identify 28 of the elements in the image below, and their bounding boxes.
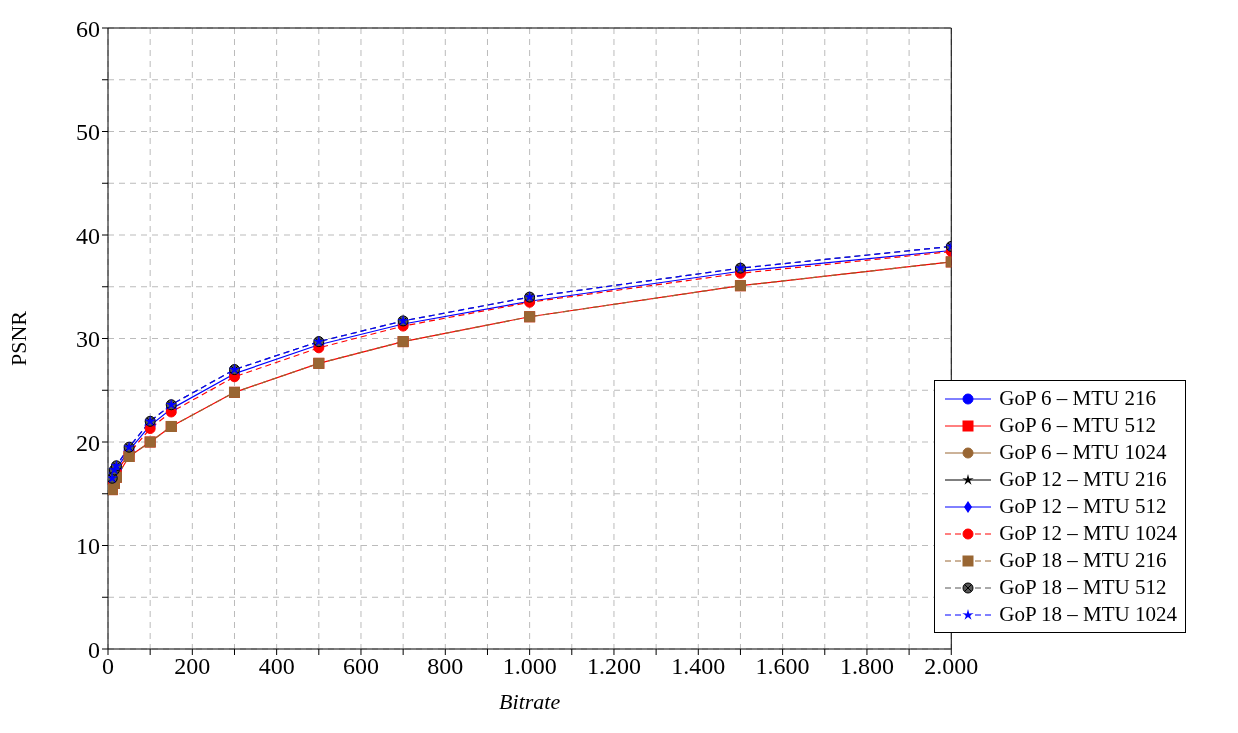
x-tick-label: 200 (174, 653, 211, 680)
y-tick-label: 40 (76, 222, 100, 249)
x-tick-label: 400 (258, 653, 295, 680)
y-tick-label: 30 (76, 326, 100, 353)
x-tick-label: 600 (342, 653, 379, 680)
x-axis-title: Bitrate (499, 689, 561, 714)
x-tick-label: 1.400 (671, 653, 726, 680)
legend-label: GoP 6 – MTU 512 (999, 413, 1156, 438)
legend-label: GoP 18 – MTU 512 (999, 575, 1167, 600)
legend-label: GoP 18 – MTU 1024 (999, 602, 1177, 627)
legend-label: GoP 18 – MTU 216 (999, 548, 1167, 573)
y-tick-label: 0 (88, 636, 100, 663)
legend-label: GoP 12 – MTU 512 (999, 494, 1167, 519)
x-tick-label: 1.800 (839, 653, 894, 680)
legend-label: GoP 12 – MTU 216 (999, 467, 1167, 492)
x-tick-label: 1.200 (586, 653, 641, 680)
x-tick-label: 1.600 (755, 653, 810, 680)
legend-label: GoP 6 – MTU 216 (999, 386, 1156, 411)
x-tick-label: 800 (427, 653, 464, 680)
legend-label: GoP 12 – MTU 1024 (999, 521, 1177, 546)
x-tick-label: 1.000 (502, 653, 557, 680)
y-tick-label: 60 (76, 15, 100, 42)
x-tick-label: 2.000 (924, 653, 979, 680)
legend-label: GoP 6 – MTU 1024 (999, 440, 1167, 465)
y-tick-label: 50 (76, 119, 100, 146)
y-tick-label: 10 (76, 533, 100, 560)
y-tick-label: 20 (76, 429, 100, 456)
y-axis-title: PSNR (5, 310, 31, 367)
